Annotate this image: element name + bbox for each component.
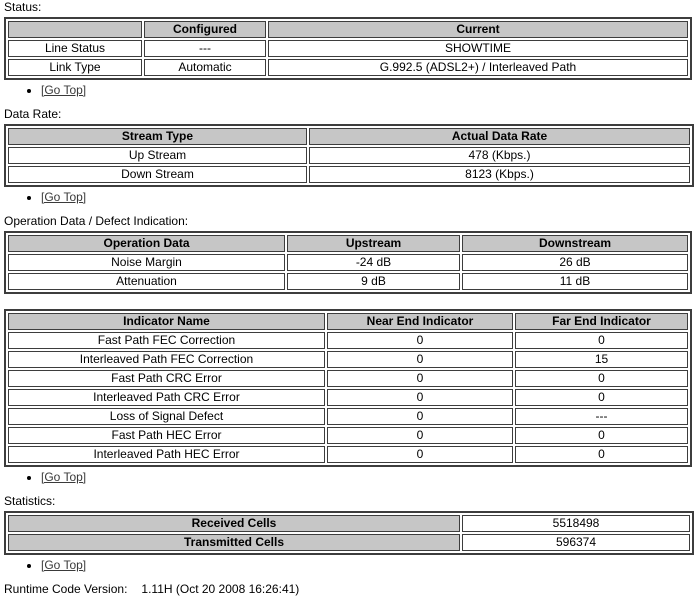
indicator-near-end: 0 (327, 446, 513, 463)
table-row: Interleaved Path FEC Correction 0 15 (8, 351, 688, 368)
table-row: Noise Margin -24 dB 26 dB (8, 254, 688, 271)
up-stream-rate: 478 (Kbps.) (309, 147, 690, 164)
indicator-near-end: 0 (327, 351, 513, 368)
table-header-row: Configured Current (8, 21, 688, 38)
status-table: Configured Current Line Status --- SHOWT… (4, 17, 692, 80)
table-row: Fast Path CRC Error 0 0 (8, 370, 688, 387)
go-top-link[interactable]: [Go Top] (41, 190, 87, 204)
table-row: Received Cells 5518498 (8, 515, 690, 532)
go-top-item: [Go Top] (41, 558, 693, 572)
go-top-item: [Go Top] (41, 83, 693, 97)
indicator-label: Loss of Signal Defect (8, 408, 325, 425)
down-stream-label: Down Stream (8, 166, 307, 183)
received-cells-label: Received Cells (8, 515, 460, 532)
table-row: Fast Path FEC Correction 0 0 (8, 332, 688, 349)
indicator-label: Fast Path FEC Correction (8, 332, 325, 349)
upstream-header: Upstream (287, 235, 460, 252)
indicator-far-end: 15 (515, 351, 688, 368)
table-row: Transmitted Cells 596374 (8, 534, 690, 551)
table-row: Link Type Automatic G.992.5 (ADSL2+) / I… (8, 59, 688, 76)
indicator-label: Fast Path CRC Error (8, 370, 325, 387)
table-row: Interleaved Path HEC Error 0 0 (8, 446, 688, 463)
line-status-label: Line Status (8, 40, 142, 57)
near-end-indicator-header: Near End Indicator (327, 313, 513, 330)
received-cells-value: 5518498 (462, 515, 690, 532)
status-header-configured: Configured (144, 21, 266, 38)
statistics-table: Received Cells 5518498 Transmitted Cells… (4, 511, 694, 555)
indicator-far-end: 0 (515, 332, 688, 349)
section-title-statistics: Statistics: (4, 494, 56, 508)
section-title-operation-data: Operation Data / Defect Indication: (4, 214, 189, 228)
table-header-row: Operation Data Upstream Downstream (8, 235, 688, 252)
go-top-link[interactable]: [Go Top] (41, 558, 87, 572)
indicator-near-end: 0 (327, 370, 513, 387)
noise-margin-upstream: -24 dB (287, 254, 460, 271)
table-row: Fast Path HEC Error 0 0 (8, 427, 688, 444)
indicator-near-end: 0 (327, 389, 513, 406)
indicator-label: Fast Path HEC Error (8, 427, 325, 444)
runtime-code-version-value: 1.11H (Oct 20 2008 16:26:41) (141, 582, 300, 596)
transmitted-cells-value: 596374 (462, 534, 690, 551)
indicator-name-header: Indicator Name (8, 313, 325, 330)
operation-data-header: Operation Data (8, 235, 285, 252)
indicator-near-end: 0 (327, 408, 513, 425)
indicator-far-end: 0 (515, 389, 688, 406)
table-header-row: Indicator Name Near End Indicator Far En… (8, 313, 688, 330)
indicator-label: Interleaved Path HEC Error (8, 446, 325, 463)
runtime-code-version-label: Runtime Code Version: (4, 582, 128, 596)
indicator-label: Interleaved Path CRC Error (8, 389, 325, 406)
actual-data-rate-header: Actual Data Rate (309, 128, 690, 145)
link-type-current: G.992.5 (ADSL2+) / Interleaved Path (268, 59, 688, 76)
data-rate-table: Stream Type Actual Data Rate Up Stream 4… (4, 124, 694, 187)
status-header-current: Current (268, 21, 688, 38)
link-type-label: Link Type (8, 59, 142, 76)
go-top-item: [Go Top] (41, 190, 693, 204)
up-stream-label: Up Stream (8, 147, 307, 164)
attenuation-label: Attenuation (8, 273, 285, 290)
runtime-code-version-line: Runtime Code Version: 1.11H (Oct 20 2008 … (4, 583, 693, 596)
indicator-far-end: 0 (515, 370, 688, 387)
go-top-list: [Go Top] (4, 83, 693, 97)
indicator-near-end: 0 (327, 332, 513, 349)
link-type-configured: Automatic (144, 59, 266, 76)
go-top-link[interactable]: [Go Top] (41, 470, 87, 484)
indicator-far-end: 0 (515, 446, 688, 463)
section-title-data-rate: Data Rate: (4, 107, 62, 121)
table-row: Interleaved Path CRC Error 0 0 (8, 389, 688, 406)
status-header-blank (8, 21, 142, 38)
table-row: Loss of Signal Defect 0 --- (8, 408, 688, 425)
section-title-status: Status: (4, 0, 42, 14)
indicator-far-end: --- (515, 408, 688, 425)
go-top-item: [Go Top] (41, 470, 693, 484)
noise-margin-label: Noise Margin (8, 254, 285, 271)
attenuation-upstream: 9 dB (287, 273, 460, 290)
downstream-header: Downstream (462, 235, 688, 252)
table-row: Up Stream 478 (Kbps.) (8, 147, 690, 164)
transmitted-cells-label: Transmitted Cells (8, 534, 460, 551)
down-stream-rate: 8123 (Kbps.) (309, 166, 690, 183)
table-row: Down Stream 8123 (Kbps.) (8, 166, 690, 183)
table-header-row: Stream Type Actual Data Rate (8, 128, 690, 145)
indicator-table: Indicator Name Near End Indicator Far En… (4, 309, 692, 467)
indicator-far-end: 0 (515, 427, 688, 444)
attenuation-downstream: 11 dB (462, 273, 688, 290)
go-top-link[interactable]: [Go Top] (41, 83, 87, 97)
operation-data-table: Operation Data Upstream Downstream Noise… (4, 231, 692, 294)
table-row: Line Status --- SHOWTIME (8, 40, 688, 57)
indicator-label: Interleaved Path FEC Correction (8, 351, 325, 368)
table-row: Attenuation 9 dB 11 dB (8, 273, 688, 290)
far-end-indicator-header: Far End Indicator (515, 313, 688, 330)
indicator-near-end: 0 (327, 427, 513, 444)
line-status-configured: --- (144, 40, 266, 57)
go-top-list: [Go Top] (4, 470, 693, 484)
noise-margin-downstream: 26 dB (462, 254, 688, 271)
go-top-list: [Go Top] (4, 558, 693, 572)
go-top-list: [Go Top] (4, 190, 693, 204)
stream-type-header: Stream Type (8, 128, 307, 145)
line-status-current: SHOWTIME (268, 40, 688, 57)
